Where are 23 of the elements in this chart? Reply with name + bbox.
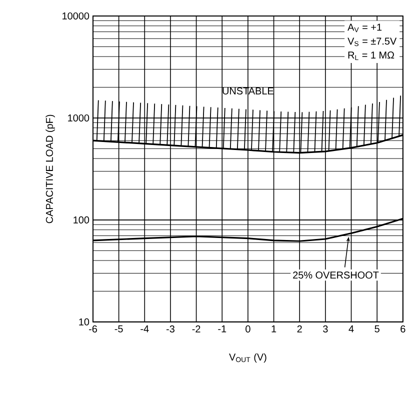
annotation: R$_{L}$ = 1 MΩ xyxy=(348,52,394,60)
y-tick-label: 100 xyxy=(74,216,90,224)
x-tick-label: 1 xyxy=(272,325,276,332)
x-tick-label: -6 xyxy=(88,325,97,333)
y-tick-label: 1000 xyxy=(68,114,90,122)
x-tick-label: 4 xyxy=(348,325,354,332)
x-tick-label: -2 xyxy=(192,325,200,332)
x-tick-label: -5 xyxy=(114,325,123,332)
x-tick-label: 2 xyxy=(297,325,302,332)
annotation: V$_{S}$ = ±7.5V xyxy=(348,38,397,46)
y-axis-title: CAPACITIVE LOAD (pF) xyxy=(46,114,55,224)
y-tick-label: 10 xyxy=(79,318,90,326)
x-tick-label: 0 xyxy=(246,325,250,333)
x-tick-label: 5 xyxy=(374,325,380,332)
x-tick-label: 3 xyxy=(323,325,328,333)
x-tick-label: -4 xyxy=(140,325,149,332)
annotation: A$_{V}$ = +1 xyxy=(348,24,382,32)
x-axis-title: V$_{OUT}$ (V) xyxy=(229,353,266,363)
y-tick-label: 10000 xyxy=(62,12,90,20)
annotation: 25% OVERSHOOT xyxy=(293,272,379,279)
x-tick-label: -3 xyxy=(166,325,174,333)
x-tick-label: 6 xyxy=(400,325,406,333)
x-tick-label: -1 xyxy=(218,325,226,332)
